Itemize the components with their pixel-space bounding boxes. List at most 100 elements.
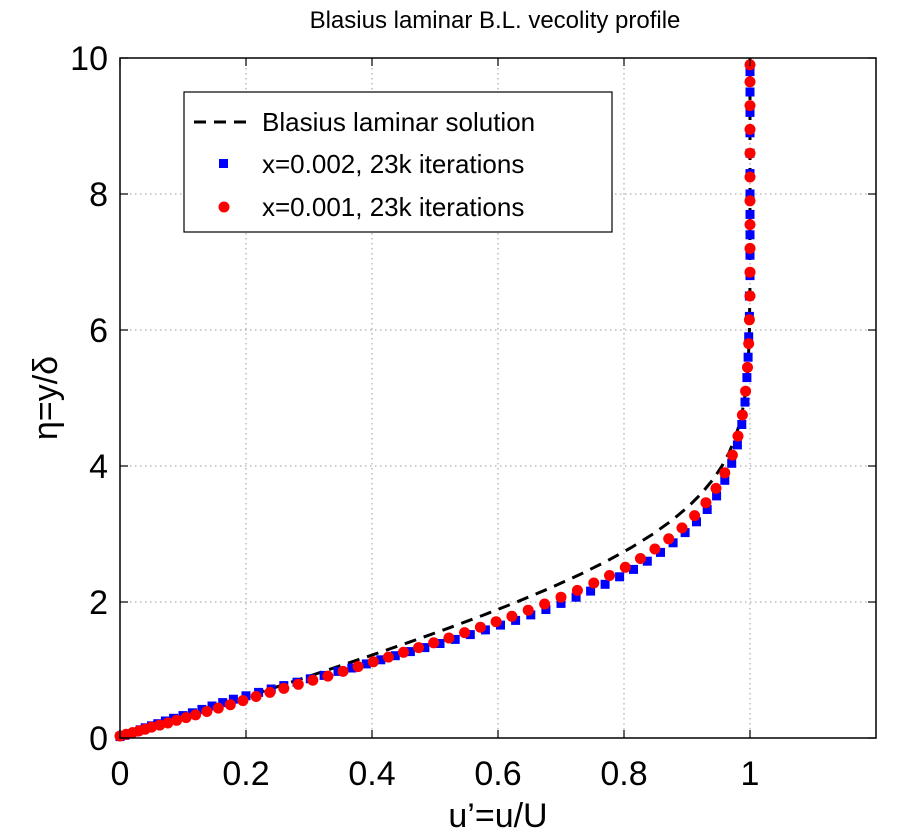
data-point-circle [604,570,615,581]
data-point-circle [689,510,701,522]
data-point-circle [634,553,646,564]
data-point-circle [224,699,236,711]
chart-title: Blasius laminar B.L. vecolity profile [310,7,681,34]
tick-marks [119,57,876,739]
data-point-square [241,691,251,701]
data-point-square [745,189,755,199]
data-point-circle [237,695,249,707]
data-point-circle [428,637,440,649]
data-point-circle [744,147,756,159]
x-tick-label: 0.2 [222,755,269,793]
data-point-circle [744,290,756,302]
data-point-square [376,655,386,665]
data-point-circle [474,621,486,633]
data-point-square [744,332,754,342]
data-point-square [207,701,217,711]
data-point-circle [744,100,756,112]
data-point-circle [264,686,276,698]
data-point-square [571,592,581,602]
data-point-square [745,67,755,77]
data-point-square [600,579,610,589]
data-point-circle [742,361,753,373]
data-point-circle [744,123,756,135]
data-point-circle [162,717,174,729]
data-point-square [743,352,753,362]
data-point-square [727,458,737,468]
data-point-circle [382,651,394,663]
data-point-circle [743,338,755,350]
data-point-square [668,538,678,548]
data-point-square [465,630,475,640]
y-tick-label: 6 [89,312,108,350]
data-point-square [435,639,445,648]
data-point-circle [171,714,183,726]
data-point-square [745,209,755,219]
data-point-square [541,605,551,614]
data-point-circle [522,604,534,616]
data-point-circle [278,682,290,694]
y-tick-labels: 0 2 4 6 8 10 [70,40,108,758]
data-point-square [420,643,430,653]
legend-marker-x002 [219,159,228,168]
data-point-circle [719,467,731,479]
data-point-circle [212,702,224,714]
data-point-circle [732,430,744,442]
data-point-square [712,491,722,501]
data-point-square [405,647,415,657]
data-point-circle [413,642,425,654]
data-point-circle [744,242,756,254]
data-point-circle [146,721,157,733]
data-point-square [629,564,638,574]
data-point-circle [619,561,631,573]
legend-box [183,91,613,233]
data-point-circle [649,543,661,555]
data-point-square [720,475,730,485]
x-tick-label: 0.6 [474,755,521,793]
data-point-square [642,556,652,566]
data-point-square [656,547,665,557]
data-point-circle [700,497,712,509]
x-tick-label: 0 [111,755,130,793]
data-point-square [737,420,747,429]
data-point-circle [201,706,213,717]
data-point-circle [588,577,600,589]
legend-label-blasius: Blasius laminar solution [262,107,535,137]
data-point-square [745,250,755,260]
series-layer [114,58,756,742]
y-tick-label: 10 [70,40,108,78]
data-point-circle [322,670,334,682]
data-point-circle [292,678,304,690]
data-point-circle [352,661,364,673]
data-point-square [586,586,596,596]
data-point-circle [744,195,756,207]
y-axis-label: η=y/δ [27,356,65,440]
y-tick-label: 0 [89,720,108,758]
data-point-circle [459,627,471,639]
data-point-circle [250,691,262,702]
data-point-circle [740,385,752,397]
data-point-circle [307,674,319,686]
data-point-square [218,698,228,708]
data-point-circle [398,646,409,658]
legend-label-x002: x=0.002, 23k iterations [262,149,524,179]
legend: Blasius laminar solution x=0.002, 23k it… [183,91,613,233]
data-point-circle [744,266,756,278]
data-point-circle [726,449,738,461]
data-point-circle [710,482,722,494]
data-point-circle [736,409,748,421]
y-tick-label: 4 [89,448,108,486]
data-point-square [496,620,505,630]
data-point-circle [744,171,756,183]
data-point-square [480,625,490,635]
data-point-square [702,505,712,514]
data-point-circle [337,665,349,677]
data-point-square [692,517,701,527]
data-point-circle [367,656,379,668]
data-point-square [745,230,755,240]
data-point-square [450,634,460,644]
data-point-square [740,397,750,407]
data-point-circle [571,584,583,596]
data-point-square [742,373,752,383]
data-point-circle [490,616,502,628]
